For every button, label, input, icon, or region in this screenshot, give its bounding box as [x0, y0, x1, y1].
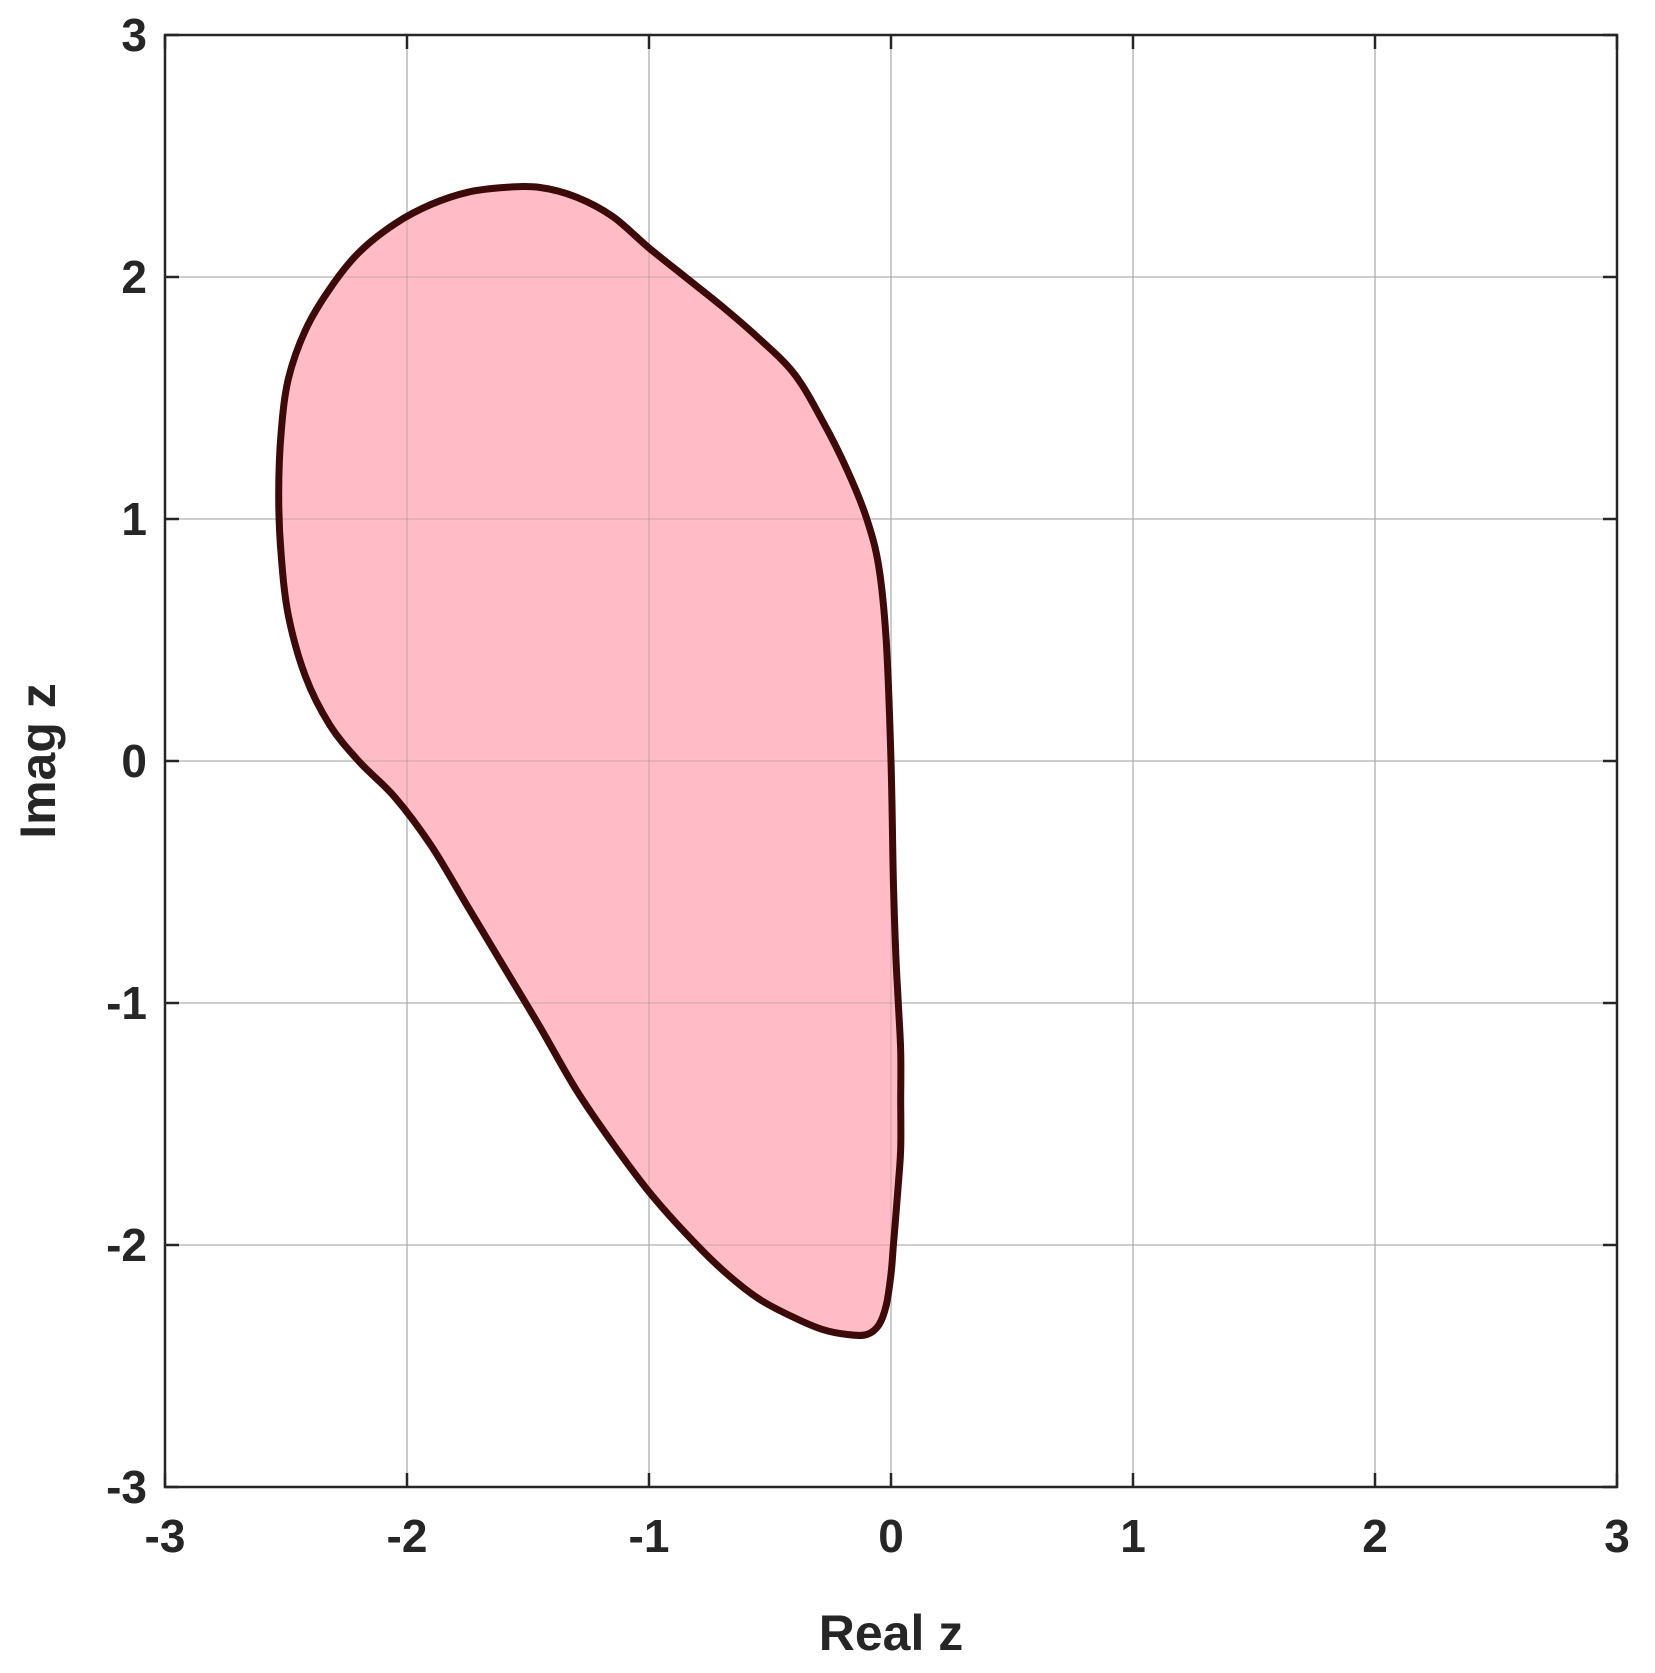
- x-tick-label: -1: [629, 1510, 670, 1562]
- stability-region-fill: [278, 186, 901, 1336]
- y-tick-label: 0: [121, 735, 147, 787]
- x-tick-label: -2: [387, 1510, 428, 1562]
- x-axis-label: Real z: [819, 1605, 964, 1661]
- y-tick-label: -3: [106, 1461, 147, 1513]
- y-tick-label: 3: [121, 9, 147, 61]
- y-tick-label: 2: [121, 251, 147, 303]
- x-tick-label: 1: [1120, 1510, 1146, 1562]
- y-tick-label: 1: [121, 493, 147, 545]
- x-axis-ticks: -3 -2 -1 0 1 2 3: [145, 35, 1630, 1562]
- x-tick-label: -3: [145, 1510, 186, 1562]
- y-tick-label: -2: [106, 1219, 147, 1271]
- x-tick-label: 3: [1604, 1510, 1630, 1562]
- x-tick-label: 0: [878, 1510, 904, 1562]
- y-axis-ticks: -3 -2 -1 0 1 2 3: [106, 9, 1617, 1513]
- stability-region-boundary: [275, 183, 905, 1339]
- x-tick-label: 2: [1362, 1510, 1388, 1562]
- y-tick-label: -1: [106, 977, 147, 1029]
- y-axis-label: Imag z: [10, 683, 66, 839]
